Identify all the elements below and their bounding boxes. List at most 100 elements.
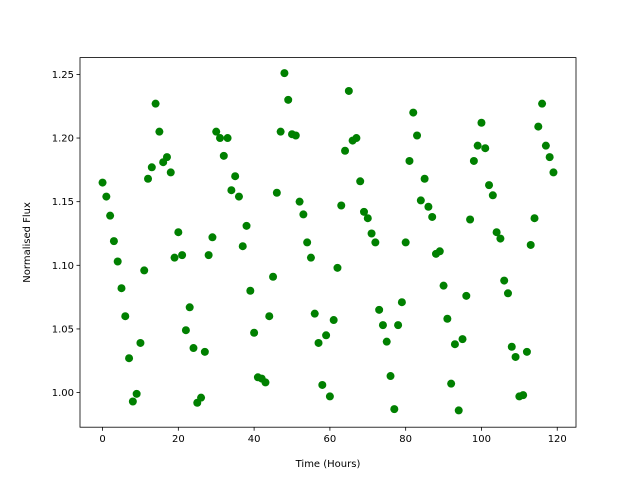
point <box>409 108 418 117</box>
point <box>106 211 115 220</box>
point <box>500 276 509 285</box>
point <box>450 340 459 349</box>
point <box>352 134 361 143</box>
point <box>405 156 414 165</box>
point <box>371 238 380 247</box>
point <box>522 347 531 356</box>
x-tick-label: 0 <box>99 434 105 445</box>
point <box>420 174 429 183</box>
point <box>219 151 228 160</box>
x-tick-label: 100 <box>472 434 491 445</box>
point <box>223 134 232 143</box>
point <box>261 378 270 387</box>
point <box>485 181 494 190</box>
point <box>428 212 437 221</box>
point <box>397 298 406 307</box>
point <box>458 335 467 344</box>
point <box>147 163 156 172</box>
point <box>181 326 190 335</box>
point <box>155 127 164 136</box>
point <box>291 131 300 140</box>
point <box>151 99 160 108</box>
point <box>246 286 255 295</box>
point <box>303 238 312 247</box>
x-tick-label: 60 <box>324 434 337 445</box>
point <box>132 389 141 398</box>
point <box>144 174 153 183</box>
point <box>344 86 353 95</box>
point <box>272 188 281 197</box>
point <box>367 229 376 238</box>
point <box>280 69 289 78</box>
axes-frame <box>79 57 577 428</box>
point <box>341 146 350 155</box>
point <box>208 233 217 242</box>
point <box>329 316 338 325</box>
point <box>227 186 236 195</box>
y-tick-label: 1.20 <box>52 134 74 145</box>
point <box>401 238 410 247</box>
point <box>439 281 448 290</box>
point <box>174 228 183 237</box>
point <box>473 141 482 150</box>
point <box>140 266 149 275</box>
point <box>197 393 206 402</box>
point <box>204 251 213 260</box>
point <box>310 309 319 318</box>
point <box>216 134 225 143</box>
x-tick-label: 120 <box>548 434 567 445</box>
point <box>121 312 130 321</box>
point <box>507 342 516 351</box>
point <box>356 177 365 186</box>
point <box>333 263 342 272</box>
x-axis-label: Time (Hours) <box>295 459 361 470</box>
point <box>269 272 278 281</box>
y-tick-label: 1.15 <box>52 197 74 208</box>
point <box>325 392 334 401</box>
x-tick-label: 40 <box>248 434 261 445</box>
point <box>413 131 422 140</box>
point <box>462 291 471 300</box>
point <box>299 210 308 219</box>
point <box>447 379 456 388</box>
point <box>250 328 259 337</box>
point <box>242 221 251 230</box>
point <box>378 321 387 330</box>
point <box>306 253 315 262</box>
point <box>496 234 505 243</box>
point <box>549 168 558 177</box>
point <box>178 251 187 260</box>
point <box>526 240 535 249</box>
point <box>113 257 122 266</box>
y-tick-label: 1.00 <box>52 388 74 399</box>
point <box>443 314 452 323</box>
point <box>416 196 425 205</box>
point <box>170 253 179 262</box>
point <box>136 338 145 347</box>
point <box>481 144 490 153</box>
y-tick-label: 1.10 <box>52 261 74 272</box>
y-axis-label: Normalised Flux <box>22 202 33 283</box>
point <box>488 191 497 200</box>
point <box>359 207 368 216</box>
point <box>375 305 384 314</box>
point <box>322 331 331 340</box>
point <box>541 141 550 150</box>
point <box>382 337 391 346</box>
point <box>128 397 137 406</box>
point <box>162 153 171 162</box>
point <box>390 405 399 414</box>
point <box>314 338 323 347</box>
point <box>545 153 554 162</box>
point <box>519 391 528 400</box>
point <box>503 289 512 298</box>
y-tick-label: 1.05 <box>52 324 74 335</box>
x-tick-label: 20 <box>172 434 185 445</box>
point <box>469 156 478 165</box>
point <box>454 406 463 415</box>
point <box>200 347 209 356</box>
point <box>234 192 243 201</box>
point <box>98 178 107 187</box>
point <box>386 372 395 381</box>
point <box>477 118 486 127</box>
